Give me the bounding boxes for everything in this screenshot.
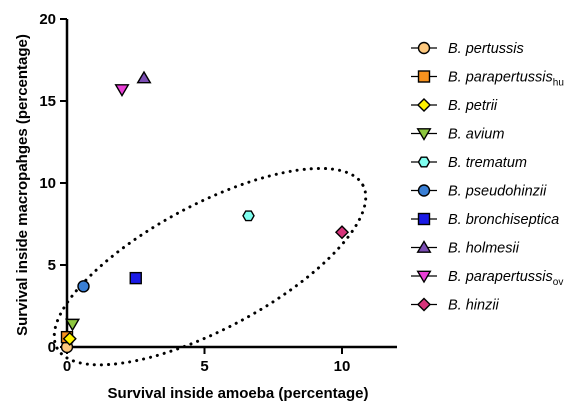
legend-marker xyxy=(417,212,431,226)
legend-marker xyxy=(417,156,431,168)
legend-item: B. bronchiseptica xyxy=(411,212,559,228)
legend-label: B. parapertussisov xyxy=(448,269,563,288)
legend-marker xyxy=(416,297,432,312)
x-tick-label: 10 xyxy=(334,358,351,375)
axes: 0 5 10 15 20 0 5 10 xyxy=(39,11,397,375)
legend-item: B. hinzii xyxy=(411,297,500,314)
y-tick-label: 20 xyxy=(39,11,56,28)
y-tick-label: 0 xyxy=(48,339,56,356)
legend-item: B. holmesii xyxy=(411,240,520,257)
legend-item: B. parapertussisov xyxy=(411,269,563,288)
legend: B. pertussis B. parapertussishu B. petrii B… xyxy=(411,41,564,314)
legend-item: B. petrii xyxy=(411,97,498,114)
legend-item: B. pseudohinzii xyxy=(411,184,547,200)
legend-marker xyxy=(416,97,432,113)
x-axis-title: Survival inside amoeba (percentage) xyxy=(108,385,369,402)
legend-marker xyxy=(416,128,432,141)
legend-label: B. hinzii xyxy=(448,298,500,314)
legend-marker xyxy=(417,184,431,197)
legend-label: B. petrii xyxy=(448,98,498,114)
legend-item: B. parapertussishu xyxy=(411,70,564,89)
legend-marker xyxy=(417,70,431,83)
cluster-ellipse xyxy=(52,166,368,367)
legend-marker xyxy=(416,270,432,284)
dotted-cluster-ellipse xyxy=(52,166,368,367)
legend-item: B. avium xyxy=(411,127,504,143)
legend-label: B. avium xyxy=(448,127,504,143)
y-tick-label: 5 xyxy=(48,257,56,274)
y-axis-title: Survival inside macropahges (percentage) xyxy=(14,34,31,336)
data-point xyxy=(242,210,255,222)
legend-label: B. bronchiseptica xyxy=(448,212,559,228)
legend-item: B. trematum xyxy=(411,155,527,171)
legend-label: B. pertussis xyxy=(448,41,524,57)
legend-label: B. pseudohinzii xyxy=(448,184,547,200)
data-point xyxy=(64,318,81,332)
data-point xyxy=(77,280,90,293)
data-point xyxy=(136,70,152,84)
legend-marker xyxy=(417,41,431,55)
legend-label: B. parapertussishu xyxy=(448,70,564,89)
y-tick-label: 15 xyxy=(39,93,56,110)
x-tick-label: 5 xyxy=(200,358,208,375)
legend-label-subscript: ov xyxy=(553,277,564,288)
x-tick-label: 0 xyxy=(63,358,71,375)
data-point xyxy=(114,84,130,97)
data-point xyxy=(129,271,142,285)
data-points xyxy=(60,70,350,354)
legend-label: B. holmesii xyxy=(448,241,520,257)
data-point xyxy=(334,225,350,240)
legend-label: B. trematum xyxy=(448,155,527,171)
y-tick-label: 10 xyxy=(39,175,56,192)
legend-marker xyxy=(416,240,432,253)
legend-item: B. pertussis xyxy=(411,41,524,57)
legend-label-subscript: hu xyxy=(553,78,564,89)
data-point xyxy=(62,331,77,346)
